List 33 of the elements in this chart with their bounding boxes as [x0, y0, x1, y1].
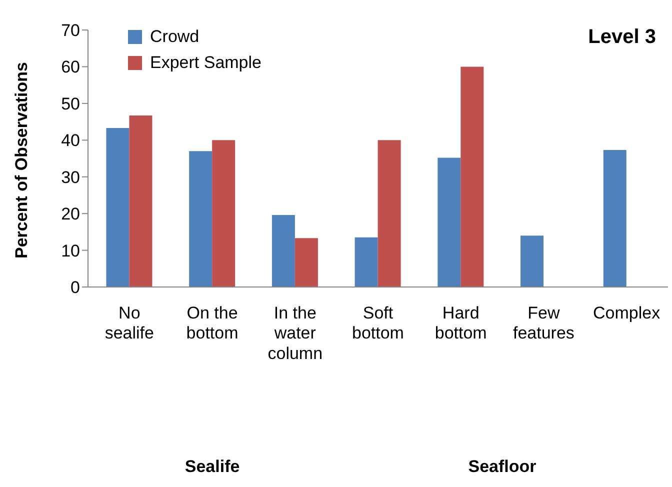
bar — [272, 215, 295, 287]
legend-label: Expert Sample — [150, 52, 262, 74]
legend-label: Crowd — [150, 26, 200, 48]
bar — [354, 237, 378, 287]
bar — [378, 140, 401, 287]
bar — [520, 236, 544, 287]
y-tick-label: 40 — [61, 131, 80, 150]
x-tick-label: No sealife — [104, 303, 154, 343]
bar — [438, 158, 461, 287]
y-tick-label: 0 — [70, 278, 80, 298]
x-tick-label: Hard bottom — [434, 303, 487, 343]
bar — [189, 151, 212, 287]
bar — [106, 128, 130, 287]
bar — [129, 116, 152, 287]
x-tick-label: On the bottom — [186, 303, 238, 343]
y-tick-label: 70 — [61, 21, 80, 40]
x-tick-label: Few features — [512, 303, 574, 343]
x-tick-label: Complex — [593, 303, 661, 322]
y-tick-label: 50 — [61, 94, 80, 114]
bar — [294, 238, 318, 287]
bar — [212, 140, 236, 287]
bar — [603, 150, 626, 287]
x-tick-label: In the water column — [268, 303, 323, 364]
y-axis-title: Percent of Observations — [12, 62, 32, 258]
text: Seafloor — [467, 457, 538, 477]
y-tick-label: 60 — [61, 58, 80, 77]
y-tick-label: 10 — [61, 241, 80, 260]
panel-heading: Level 3 — [588, 26, 656, 49]
x-tick-label: Soft bottom — [352, 303, 404, 343]
bar — [460, 66, 484, 287]
y-tick-label: 30 — [61, 168, 80, 187]
text: Sealife — [184, 457, 241, 477]
y-tick-label: 20 — [61, 204, 80, 224]
